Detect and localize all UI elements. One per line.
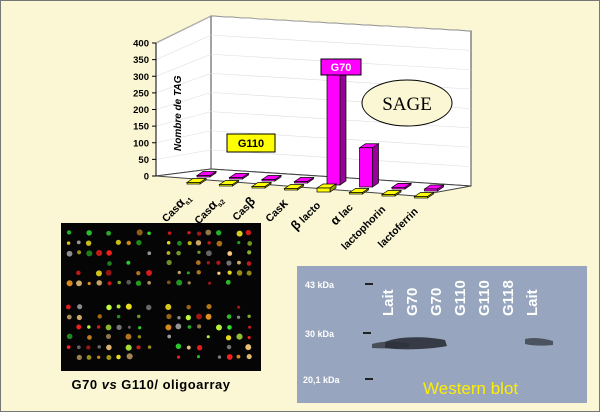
blot-lane-label: Lait [380,289,397,316]
blot-lane-label: G70 [404,288,421,316]
chart-bars [185,62,445,199]
bar-g110 [185,177,208,185]
x-tick-label: Casαs1 [158,189,195,226]
size-marker-30: 30 kDa [305,329,335,339]
array-caption-rest: G110/ oligoarray [117,377,231,392]
y-tick-label: 150 [133,122,149,133]
blot-lane-label: G110 [476,280,493,316]
bar-g110 [250,181,273,189]
size-marker-43: 43 kDa [305,280,335,290]
bar-g110 [315,183,338,193]
sage-annotation: SAGE [361,79,453,127]
western-blot-background [297,266,587,403]
x-tick-label: Casκ [261,195,291,225]
bar-g110 [348,187,370,195]
x-tick-label: β lacto [288,198,324,234]
blot-lane-labels: Lait G70 G70 G110 G110 G118 Lait [380,280,541,316]
y-tick-label: 400 [133,39,149,50]
blot-lane-label: G70 [428,288,445,316]
y-tick-label: 200 [133,105,149,116]
y-axis: 0 50 100 150 200 250 300 350 400 [133,39,157,183]
blot-lane-label: G118 [500,280,517,316]
bar-g110 [413,191,435,199]
size-marker-ticks [363,283,373,380]
bar-g70 [228,172,250,180]
x-tick-label: α lac [327,199,356,228]
bar-g70 [358,143,380,188]
bar-g110 [380,189,403,197]
bar-g70 [423,184,445,192]
bar-g70 [390,182,413,190]
y-tick-label: 300 [133,72,149,83]
western-blot-image: 43 kDa 30 kDa 20,1 kDa Lait G70 G70 G110 G11… [297,266,587,403]
y-axis-label: Nombre de TAG [173,75,184,151]
size-marker-20: 20,1 kDa [303,375,341,385]
y-tick-label: 0 [144,172,149,183]
blot-lane-label: Lait [524,289,541,316]
sage-label: SAGE [382,94,432,115]
oligoarray-image [61,223,261,371]
legend-g70-box [320,58,362,76]
legend-g110-label: G110 [238,138,264,150]
bar-g110 [283,183,305,191]
array-caption: G70 vs G110/ oligoarray [21,377,281,392]
y-tick-label: 100 [133,138,149,149]
blot-lane-label: G110 [452,280,469,316]
x-tick-label: Casβ [228,193,258,223]
bar-g70 [260,174,283,182]
y-tick-label: 350 [133,55,149,66]
array-caption-vs: vs [101,377,118,392]
legend-g70-label: G70 [331,62,352,74]
western-blot-title: Western blot [423,379,518,398]
western-blot-bands [372,337,553,350]
bar-g70 [195,170,218,178]
y-tick-label: 50 [138,155,149,166]
bar-g70 [293,176,315,184]
array-caption-g70: G70 [71,377,102,392]
bar-g110 [218,179,240,187]
y-tick-label: 250 [133,88,149,99]
legend-g110-box [226,133,276,153]
sage-ellipse [361,79,453,127]
chart-legend: G70 G110 [226,58,362,153]
bar-g70 [325,62,348,186]
